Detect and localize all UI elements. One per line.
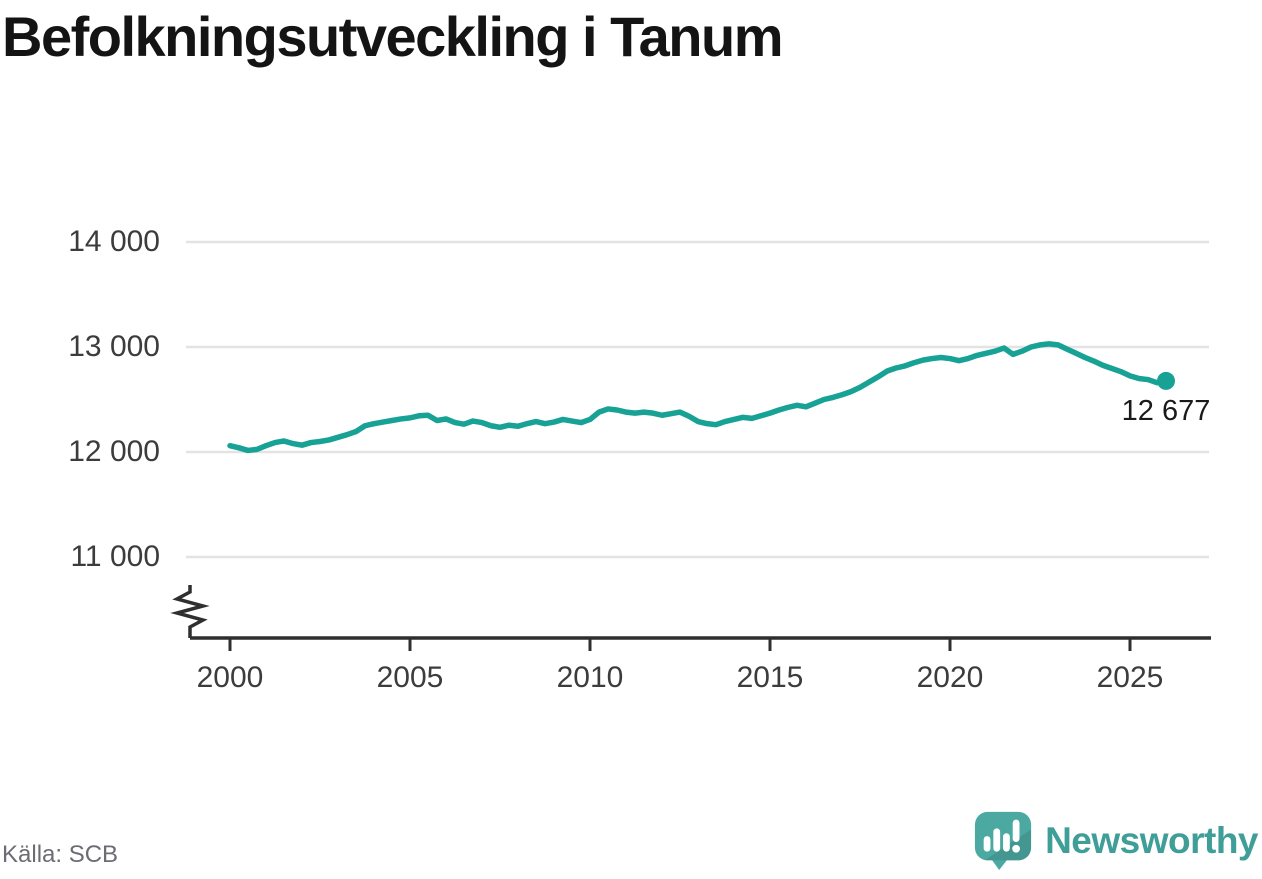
y-axis-break-icon — [170, 585, 210, 638]
x-tick-label: 2025 — [1096, 661, 1164, 694]
x-tick-label: 2020 — [916, 661, 984, 694]
x-tick-label: 2000 — [196, 661, 264, 694]
chart-title: Befolkningsutveckling i Tanum — [2, 5, 784, 68]
newsworthy-logo: Newsworthy — [973, 810, 1258, 871]
x-tick-label: 2005 — [376, 661, 444, 694]
end-value-label: 12 677 — [1121, 394, 1211, 427]
exclamation-dot — [1012, 844, 1021, 853]
end-point-dot — [1157, 371, 1175, 390]
y-tick-label: 12 000 — [68, 435, 160, 468]
y-tick-label: 13 000 — [68, 330, 160, 363]
source-label: Källa: SCB — [2, 841, 119, 868]
population-line — [227, 341, 1169, 454]
x-tick-label: 2015 — [736, 661, 804, 694]
y-tick-label: 14 000 — [68, 225, 160, 258]
bar-medium — [1003, 833, 1010, 852]
bar-tall — [993, 828, 1001, 852]
y-tick-label: 11 000 — [70, 540, 160, 573]
newsworthy-chart-bubble-icon — [975, 811, 1032, 871]
bar-small — [983, 836, 991, 852]
x-tick-label: 2010 — [556, 661, 624, 694]
newsworthy-wordmark: Newsworthy — [1045, 820, 1258, 861]
exclamation-bar — [1012, 819, 1020, 842]
